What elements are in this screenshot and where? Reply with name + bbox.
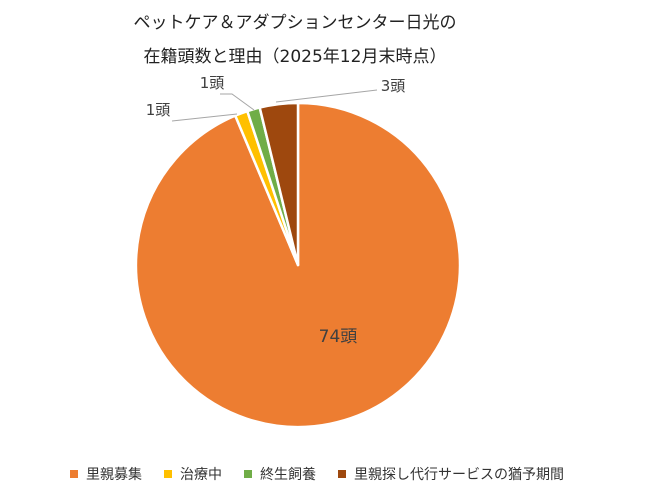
legend-item-shusei-shiyo: 終生飼養 xyxy=(244,464,316,484)
legend-swatch xyxy=(164,470,172,478)
legend-swatch xyxy=(244,470,252,478)
legend-swatch xyxy=(70,470,78,478)
data-label-3: 3頭 xyxy=(381,77,406,95)
data-label-1: 1頭 xyxy=(146,101,171,119)
chart-title-line-2: 在籍頭数と理由（2025年12月末時点） xyxy=(143,47,447,67)
chart-title-line-1: ペットケア＆アダプションセンター日光の xyxy=(133,13,457,33)
pie-slice-3 xyxy=(258,101,300,267)
pie-chart: 74頭 1頭 1頭 3頭 xyxy=(134,74,462,429)
legend-label: 里親募集 xyxy=(86,467,142,483)
leader-line-2 xyxy=(220,93,255,111)
data-label-2: 1頭 xyxy=(200,74,225,92)
legend-item-satooya-boshu: 里親募集 xyxy=(70,464,142,484)
data-label-0: 74頭 xyxy=(319,327,358,347)
legend-swatch xyxy=(338,470,346,478)
legend-label: 終生飼養 xyxy=(260,467,316,483)
legend: 里親募集 治療中 終生飼養 里親探し代行サービスの猶予期間 xyxy=(70,464,586,484)
legend-label: 治療中 xyxy=(180,467,222,483)
legend-label: 里親探し代行サービスの猶予期間 xyxy=(354,467,564,483)
legend-item-chiryochu: 治療中 xyxy=(164,464,222,484)
leader-line-1 xyxy=(171,113,238,122)
legend-item-daiko-yuyo: 里親探し代行サービスの猶予期間 xyxy=(338,464,564,484)
leader-line-3 xyxy=(275,89,378,103)
